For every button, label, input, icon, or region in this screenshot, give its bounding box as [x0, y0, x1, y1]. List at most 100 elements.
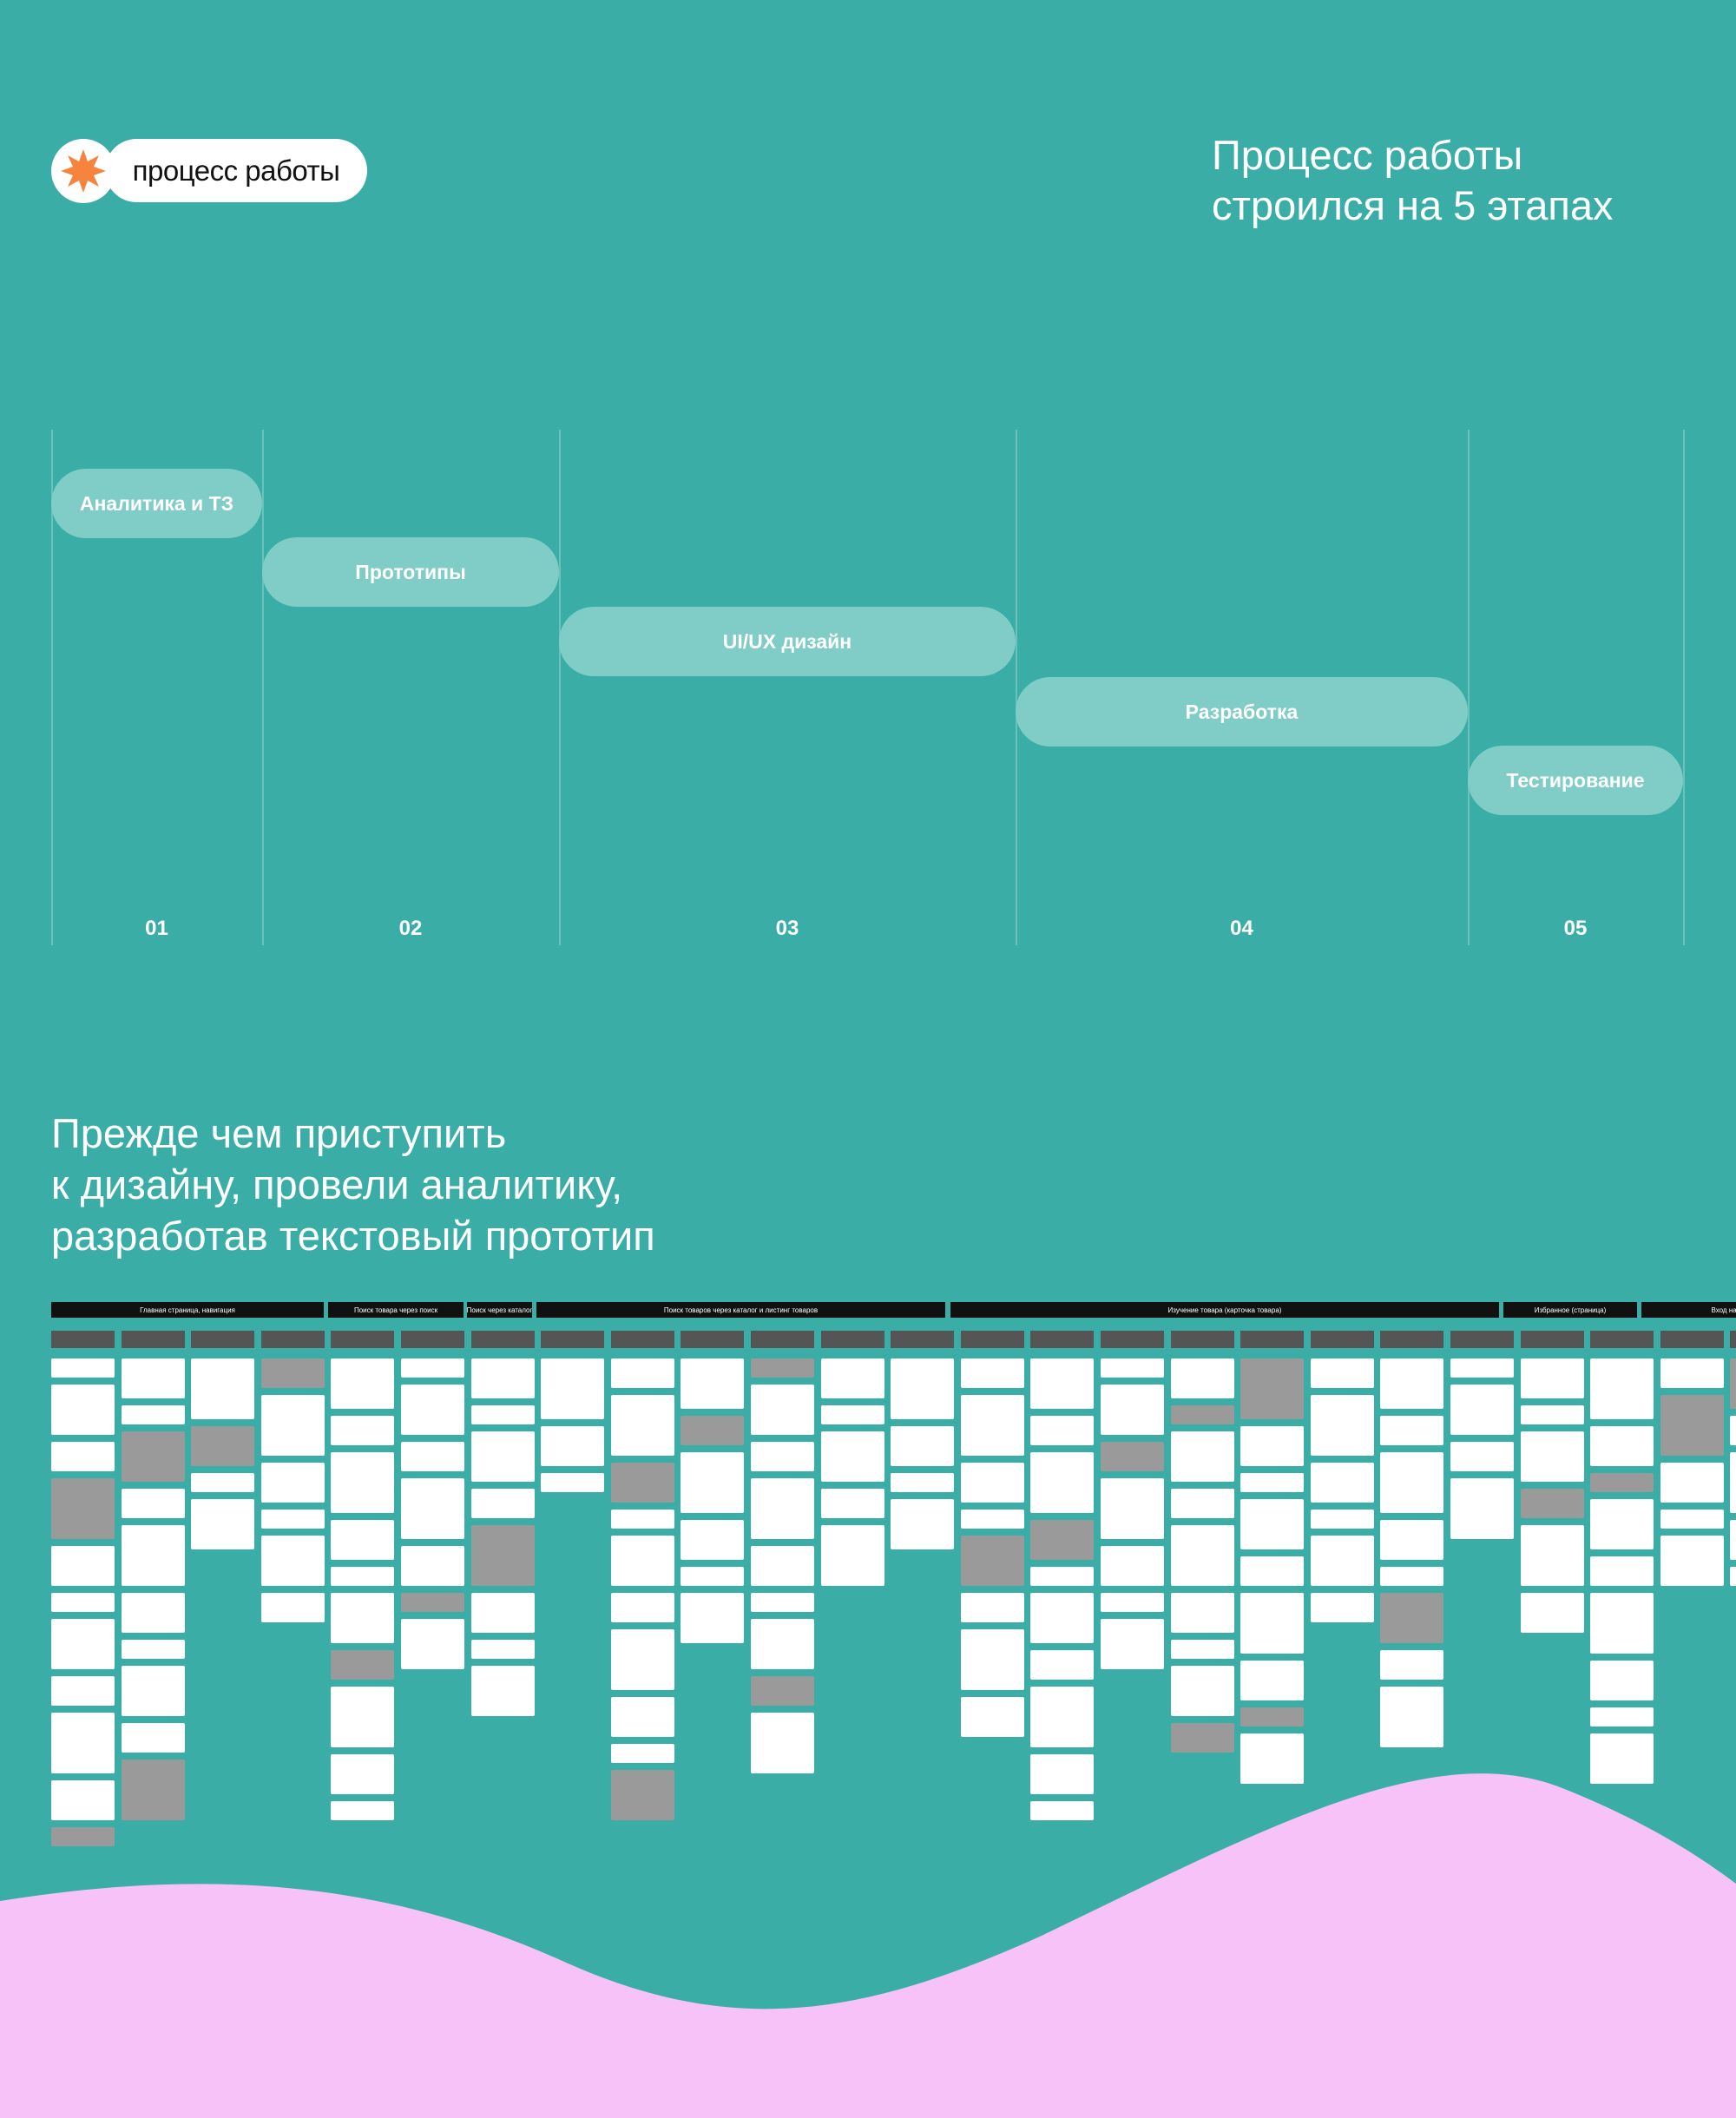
- note-card: [401, 1593, 464, 1612]
- note-card: [1240, 1593, 1305, 1654]
- note-card: [891, 1499, 955, 1549]
- column-header: [1240, 1331, 1305, 1348]
- note-card: [1030, 1593, 1095, 1643]
- note-card: [260, 1536, 325, 1586]
- note-card: [470, 1431, 535, 1482]
- note-card: [751, 1619, 814, 1669]
- note-card: [681, 1358, 745, 1409]
- note-card: [1660, 1510, 1724, 1529]
- note-card: [1310, 1463, 1374, 1503]
- note-card: [51, 1619, 115, 1669]
- note-card: [1030, 1452, 1095, 1513]
- note-card: [1450, 1442, 1514, 1471]
- note-card: [1240, 1733, 1305, 1784]
- note-card: [610, 1463, 674, 1503]
- note-card: [1101, 1546, 1164, 1586]
- note-card: [331, 1358, 395, 1409]
- note-card: [1380, 1416, 1444, 1445]
- note-card: [1170, 1489, 1234, 1518]
- note-card: [1520, 1405, 1584, 1424]
- column-header: [1450, 1331, 1514, 1348]
- note-card: [1590, 1556, 1654, 1586]
- note-card: [401, 1478, 464, 1539]
- note-card: [1450, 1385, 1514, 1435]
- note-card: [51, 1827, 115, 1846]
- note-card: [1240, 1358, 1305, 1419]
- note-card: [960, 1629, 1024, 1690]
- column-header: [1730, 1331, 1736, 1348]
- note-card: [260, 1358, 325, 1388]
- note-card: [470, 1358, 535, 1398]
- note-card: [1380, 1358, 1444, 1409]
- note-card: [1380, 1520, 1444, 1560]
- divider: [559, 430, 561, 945]
- note-card: [820, 1525, 884, 1586]
- note-card: [1730, 1416, 1736, 1445]
- note-card: [751, 1676, 814, 1706]
- stage-pill: UI/UX дизайн: [559, 607, 1016, 676]
- note-card: [121, 1640, 185, 1659]
- stage-number: 02: [398, 917, 423, 940]
- note-card: [1030, 1801, 1095, 1820]
- note-card: [1170, 1405, 1234, 1424]
- column-header: [331, 1331, 395, 1348]
- note-card: [1590, 1661, 1654, 1700]
- note-card: [1730, 1358, 1736, 1409]
- note-card: [610, 1395, 674, 1456]
- note-card: [1310, 1593, 1374, 1622]
- note-card: [1310, 1536, 1374, 1586]
- column-header: [681, 1331, 745, 1348]
- note-card: [51, 1385, 115, 1435]
- divider: [1683, 430, 1685, 945]
- column-header: [260, 1331, 325, 1348]
- note-card: [541, 1426, 605, 1466]
- note-card: [470, 1525, 535, 1586]
- note-card: [401, 1619, 464, 1669]
- note-card: [331, 1754, 395, 1794]
- pink-wave: [0, 1773, 1736, 2118]
- note-card: [1730, 1520, 1736, 1560]
- column-header: [891, 1331, 955, 1348]
- note-card: [1030, 1650, 1095, 1680]
- note-card: [681, 1416, 745, 1445]
- note-card: [1170, 1525, 1234, 1586]
- note-card: [1101, 1478, 1164, 1539]
- note-card: [1660, 1395, 1724, 1456]
- note-card: [1101, 1385, 1164, 1435]
- note-card: [470, 1640, 535, 1659]
- note-card: [1310, 1395, 1374, 1456]
- column-header: [1030, 1331, 1095, 1348]
- note-card: [51, 1358, 115, 1378]
- note-card: [260, 1510, 325, 1529]
- note-card: [1240, 1661, 1305, 1700]
- note-card: [51, 1593, 115, 1612]
- group-header: Изучение товара (карточка товара): [950, 1302, 1499, 1318]
- column-header: [1170, 1331, 1234, 1348]
- note-card: [121, 1666, 185, 1716]
- stage-number: 03: [775, 917, 799, 940]
- note-card: [610, 1770, 674, 1820]
- note-card: [1590, 1358, 1654, 1419]
- note-card: [960, 1536, 1024, 1586]
- note-card: [1380, 1567, 1444, 1586]
- note-card: [1660, 1358, 1724, 1388]
- note-card: [1170, 1431, 1234, 1482]
- note-card: [751, 1358, 814, 1378]
- note-card: [51, 1713, 115, 1773]
- note-card: [1520, 1525, 1584, 1586]
- note-card: [681, 1452, 745, 1513]
- note-card: [1590, 1473, 1654, 1492]
- title: Процесс работы строился на 5 этапах: [1212, 130, 1614, 231]
- note-card: [401, 1442, 464, 1471]
- divider: [1468, 430, 1470, 945]
- note-card: [1101, 1442, 1164, 1471]
- note-card: [960, 1463, 1024, 1503]
- stage-pill: Аналитика и ТЗ: [51, 469, 262, 538]
- note-card: [1170, 1593, 1234, 1633]
- note-card: [1101, 1619, 1164, 1669]
- note-card: [1170, 1358, 1234, 1398]
- note-card: [1170, 1723, 1234, 1753]
- note-card: [1380, 1687, 1444, 1747]
- note-card: [960, 1358, 1024, 1388]
- note-card: [820, 1431, 884, 1482]
